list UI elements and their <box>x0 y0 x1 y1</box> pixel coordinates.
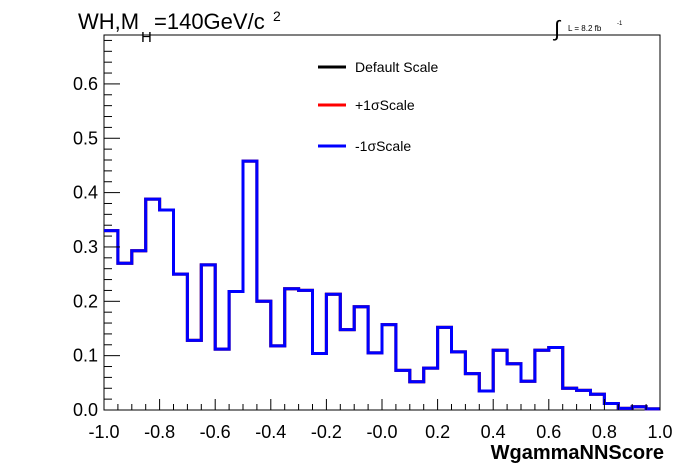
y-tick-label: 0.2 <box>73 291 98 311</box>
luminosity-superscript: -1 <box>617 21 623 27</box>
title-main: WH,M <box>78 9 139 34</box>
x-tick-label: -0.4 <box>255 422 286 442</box>
legend-label-2: -1σScale <box>355 138 411 154</box>
integral-symbol: ∫ <box>552 16 562 41</box>
title-superscript: 2 <box>273 8 281 24</box>
x-axis-label: WgammaNNScore <box>491 442 664 464</box>
x-tick-label: 0.6 <box>536 422 561 442</box>
y-tick-label: 0.1 <box>73 346 98 366</box>
legend-label-1: +1σScale <box>355 97 415 113</box>
x-tick-label: 0.4 <box>481 422 506 442</box>
title-rest: =140GeV/c <box>154 9 265 34</box>
x-tick-label: -0.8 <box>144 422 175 442</box>
luminosity-label: ∫ L = 8.2 fb -1 <box>552 16 623 41</box>
y-tick-label: 0.6 <box>73 74 98 94</box>
y-axis: 0.0 0.1 0.2 0.3 0.4 0.5 0.6 <box>73 39 120 420</box>
series-line-2 <box>104 159 660 411</box>
legend: Default Scale +1σScale -1σScale <box>318 59 438 154</box>
y-tick-label: 0.4 <box>73 183 98 203</box>
y-tick-label: 0.0 <box>73 400 98 420</box>
x-tick-label: 0.8 <box>592 422 617 442</box>
chart-title: WH,M H =140GeV/c 2 <box>78 8 281 46</box>
series-layer <box>104 159 660 411</box>
x-axis: -1.0 -0.8 -0.6 -0.4 -0.2 -0.0 0.2 0.4 0.6 0.8 1.0 <box>88 399 673 442</box>
x-tick-label: -0.2 <box>311 422 342 442</box>
x-tick-label: 1.0 <box>647 422 672 442</box>
x-tick-label: -0.6 <box>200 422 231 442</box>
x-tick-label: -0.0 <box>366 422 397 442</box>
y-tick-label: 0.3 <box>73 237 98 257</box>
x-tick-label: 0.2 <box>425 422 450 442</box>
x-tick-label: -1.0 <box>88 422 119 442</box>
y-tick-label: 0.5 <box>73 128 98 148</box>
legend-label-0: Default Scale <box>355 59 438 75</box>
title-subscript: H <box>141 29 152 46</box>
luminosity-text: L = 8.2 fb <box>568 24 602 33</box>
